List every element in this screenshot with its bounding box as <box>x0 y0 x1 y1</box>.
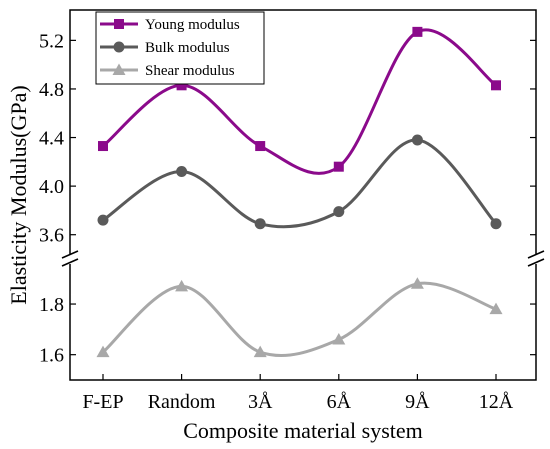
data-point <box>96 345 110 358</box>
data-point <box>411 134 423 146</box>
y-tick-label: 4.8 <box>39 79 64 101</box>
x-axis-title: Composite material system <box>183 418 423 443</box>
plot-frame <box>69 9 537 381</box>
y-tick-label: 1.6 <box>39 345 64 367</box>
data-point <box>333 206 345 218</box>
axis-break-mark <box>61 250 79 259</box>
x-tick-label: 3Å <box>248 391 273 413</box>
data-point <box>332 332 346 345</box>
axis-break-mark <box>527 258 545 267</box>
data-point <box>412 26 423 37</box>
data-point <box>175 279 189 292</box>
y-tick-label: 4.4 <box>39 128 64 150</box>
legend-marker <box>112 63 126 75</box>
data-point <box>176 166 188 178</box>
data-point <box>176 80 187 91</box>
legend-marker <box>113 41 125 53</box>
y-axis-title: Elasticity Modulus(GPa) <box>6 85 31 304</box>
legend-label: Shear modulus <box>145 63 235 79</box>
y-tick-label: 5.2 <box>39 30 64 52</box>
axes: F-EP Random 3Å 6Å 9Å 12Å 1.6 1.8 3.6 4.0 4.4 4.8 5.2 <box>39 30 545 413</box>
axis-break-mark <box>61 258 79 267</box>
x-tick-label: F-EP <box>82 391 123 413</box>
data-point <box>98 141 108 152</box>
series-line <box>102 138 498 229</box>
y-tick-label: 3.6 <box>39 225 64 247</box>
data-point <box>489 302 503 315</box>
data-point <box>97 214 109 226</box>
data-point <box>490 218 502 230</box>
x-tick-label: 12Å <box>479 391 514 413</box>
legend-label: Bulk modulus <box>145 40 230 56</box>
data-point <box>254 218 266 230</box>
x-tick-label: Random <box>148 391 216 413</box>
axis-break-gap <box>62 254 78 264</box>
legend-marker <box>114 19 124 29</box>
x-tick-label: 9Å <box>405 391 430 413</box>
series-line <box>102 281 497 357</box>
axis-break-mark <box>527 250 545 259</box>
series-markers <box>96 26 503 358</box>
axis-break-gap <box>528 254 544 264</box>
legend-label: Young modulus <box>145 17 240 33</box>
x-tick-label: 6Å <box>327 391 352 413</box>
data-point <box>491 80 501 91</box>
y-tick-label: 1.8 <box>39 294 64 316</box>
y-tick-label: 4.0 <box>39 176 64 198</box>
legend: Young modulus Bulk modulus Shear modulus <box>95 11 265 85</box>
data-point <box>255 141 266 152</box>
data-point <box>333 161 344 172</box>
data-point <box>410 277 424 289</box>
series-line <box>102 28 497 175</box>
data-point <box>253 345 267 358</box>
